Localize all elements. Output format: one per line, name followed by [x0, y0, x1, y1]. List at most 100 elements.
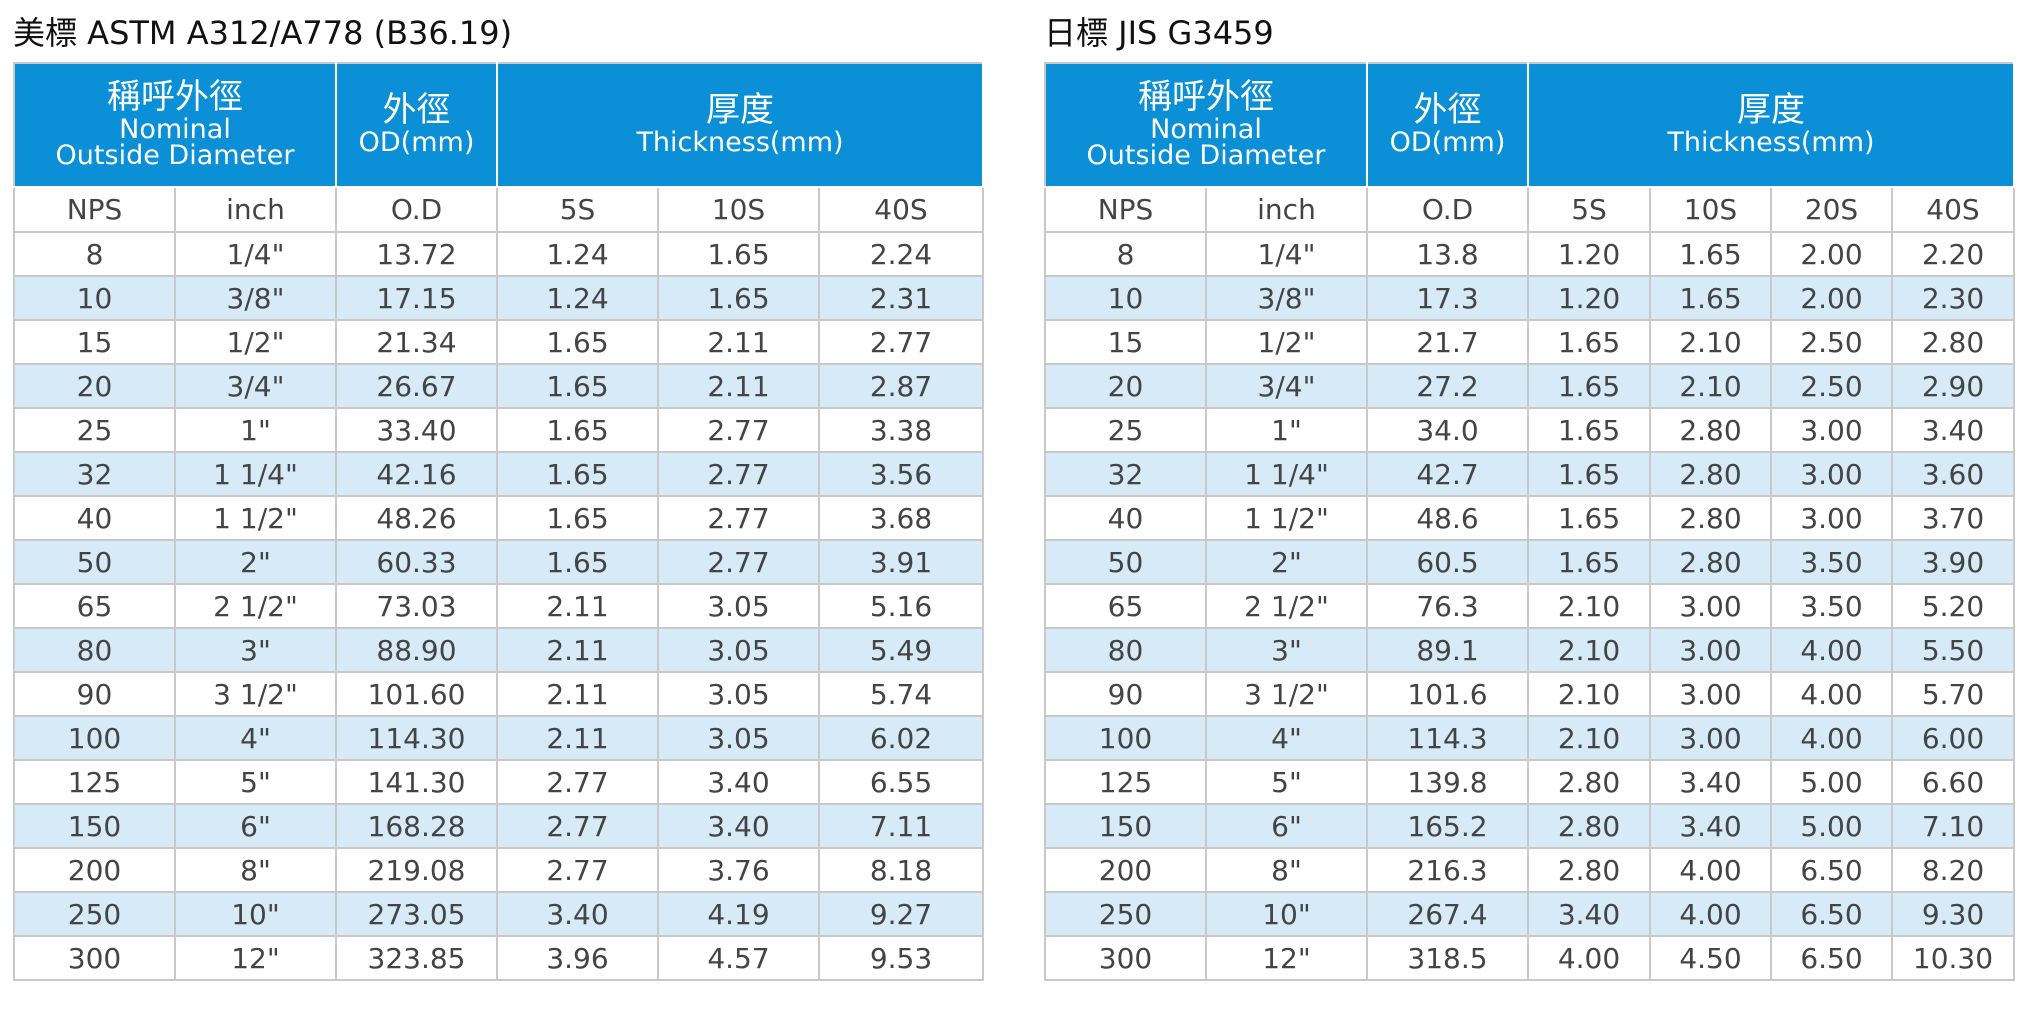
data-cell: 8	[13, 231, 176, 277]
data-row: 65 2 1/2" 76.3 2.10 3.00 3.50 5.20	[1044, 583, 2015, 629]
data-cell: 9.27	[817, 891, 985, 937]
data-cell: 1.65	[1527, 495, 1651, 541]
data-cell: 125	[13, 759, 176, 805]
data-row: 125 5" 139.8 2.80 3.40 5.00 6.60	[1044, 759, 2015, 805]
od-en: OD(mm)	[1389, 126, 1506, 158]
data-cell: 4"	[1205, 715, 1368, 761]
data-cell: 89.1	[1366, 627, 1529, 673]
data-row: 40 1 1/2" 48.26 1.65 2.77 3.68	[13, 495, 985, 541]
data-cell: 40	[13, 495, 176, 541]
spec-table: 稱呼外徑 Nominal Outside Diameter 外徑 OD(mm) 厚度 Thi…	[1044, 62, 2015, 981]
data-cell: 5"	[174, 759, 337, 805]
data-cell: 3.40	[657, 803, 820, 849]
data-cell: 1.65	[657, 231, 820, 277]
data-cell: 3/8"	[1205, 275, 1368, 321]
data-cell: 21.7	[1366, 319, 1529, 365]
subheader-cell: O.D	[1366, 186, 1529, 233]
data-cell: 20	[13, 363, 176, 409]
table-title: 美標 ASTM A312/A778 (B36.19)	[13, 14, 513, 52]
data-row: 10 3/8" 17.3 1.20 1.65 2.00 2.30	[1044, 275, 2015, 321]
data-cell: 1"	[1205, 407, 1368, 453]
table-block: 日標 JIS G3459 稱呼外徑 Nominal Outside Diameter 外…	[1044, 12, 2015, 981]
data-cell: 25	[13, 407, 176, 453]
data-row: 10 3/8" 17.15 1.24 1.65 2.31	[13, 275, 985, 321]
data-cell: 3.76	[657, 847, 820, 893]
subheader-row: NPS inch O.D 5S 10S 20S 40S	[1044, 186, 2015, 233]
data-cell: 3.00	[1770, 407, 1893, 453]
data-cell: 200	[13, 847, 176, 893]
data-cell: 1/4"	[1205, 231, 1368, 277]
data-cell: 3.50	[1770, 583, 1893, 629]
data-cell: 1.65	[1527, 451, 1651, 497]
data-cell: 90	[1044, 671, 1207, 717]
data-cell: 3.05	[657, 627, 820, 673]
data-cell: 3 1/2"	[174, 671, 337, 717]
data-cell: 2.30	[1891, 275, 2015, 321]
data-cell: 2.80	[1527, 803, 1651, 849]
subheader-cell: inch	[1205, 186, 1368, 233]
data-cell: 1 1/2"	[1205, 495, 1368, 541]
data-cell: 10	[13, 275, 176, 321]
data-cell: 2.11	[496, 627, 659, 673]
data-cell: 3.90	[1891, 539, 2015, 585]
od-zh: 外徑	[1413, 89, 1482, 130]
data-cell: 2.11	[657, 363, 820, 409]
data-cell: 3.91	[817, 539, 985, 585]
data-cell: 216.3	[1366, 847, 1529, 893]
data-cell: 2.80	[1649, 539, 1772, 585]
data-row: 15 1/2" 21.7 1.65 2.10 2.50 2.80	[1044, 319, 2015, 365]
data-row: 150 6" 168.28 2.77 3.40 7.11	[13, 803, 985, 849]
data-cell: 5.16	[817, 583, 985, 629]
data-cell: 8"	[174, 847, 337, 893]
subheader-cell: 5S	[1527, 186, 1651, 233]
data-cell: 2.11	[496, 583, 659, 629]
data-cell: 6"	[174, 803, 337, 849]
data-cell: 1.65	[657, 275, 820, 321]
data-cell: 114.3	[1366, 715, 1529, 761]
data-cell: 2.77	[496, 759, 659, 805]
data-row: 90 3 1/2" 101.60 2.11 3.05 5.74	[13, 671, 985, 717]
nominal-en: Nominal	[119, 113, 231, 145]
data-cell: 1.65	[496, 407, 659, 453]
data-cell: 2.77	[496, 803, 659, 849]
data-cell: 2.50	[1770, 363, 1893, 409]
data-cell: 4.19	[657, 891, 820, 937]
data-row: 300 12" 323.85 3.96 4.57 9.53	[13, 935, 985, 981]
nominal-header: 稱呼外徑 Nominal Outside Diameter	[13, 62, 337, 188]
nominal-en: Outside Diameter	[1086, 139, 1326, 171]
data-cell: 10"	[174, 891, 337, 937]
data-cell: 2"	[1205, 539, 1368, 585]
data-cell: 2.77	[657, 495, 820, 541]
subheader-cell: 40S	[1891, 186, 2015, 233]
data-cell: 27.2	[1366, 363, 1529, 409]
data-row: 250 10" 273.05 3.40 4.19 9.27	[13, 891, 985, 937]
data-cell: 2.10	[1527, 671, 1651, 717]
data-cell: 42.7	[1366, 451, 1529, 497]
data-cell: 1.65	[1527, 319, 1651, 365]
header-row: 稱呼外徑 Nominal Outside Diameter 外徑 OD(mm) 厚度 Thi…	[1044, 62, 2015, 188]
data-cell: 200	[1044, 847, 1207, 893]
data-cell: 150	[1044, 803, 1207, 849]
data-cell: 2.10	[1649, 319, 1772, 365]
data-cell: 34.0	[1366, 407, 1529, 453]
data-cell: 300	[13, 935, 176, 981]
data-cell: 219.08	[335, 847, 498, 893]
data-cell: 2.10	[1527, 583, 1651, 629]
data-cell: 6.02	[817, 715, 985, 761]
od-zh: 外徑	[382, 89, 451, 130]
data-row: 100 4" 114.30 2.11 3.05 6.02	[13, 715, 985, 761]
data-cell: 17.15	[335, 275, 498, 321]
subheader-cell: O.D	[335, 186, 498, 233]
table-title: 日標 JIS G3459	[1044, 14, 1274, 52]
subheader-cell: 10S	[657, 186, 820, 233]
data-cell: 8.20	[1891, 847, 2015, 893]
data-cell: 4.00	[1649, 891, 1772, 937]
data-row: 200 8" 219.08 2.77 3.76 8.18	[13, 847, 985, 893]
data-cell: 2.24	[817, 231, 985, 277]
data-cell: 6.60	[1891, 759, 2015, 805]
data-cell: 1.65	[496, 319, 659, 365]
data-cell: 3/4"	[174, 363, 337, 409]
data-cell: 8"	[1205, 847, 1368, 893]
data-row: 80 3" 89.1 2.10 3.00 4.00 5.50	[1044, 627, 2015, 673]
thickness-en: Thickness(mm)	[636, 126, 844, 158]
